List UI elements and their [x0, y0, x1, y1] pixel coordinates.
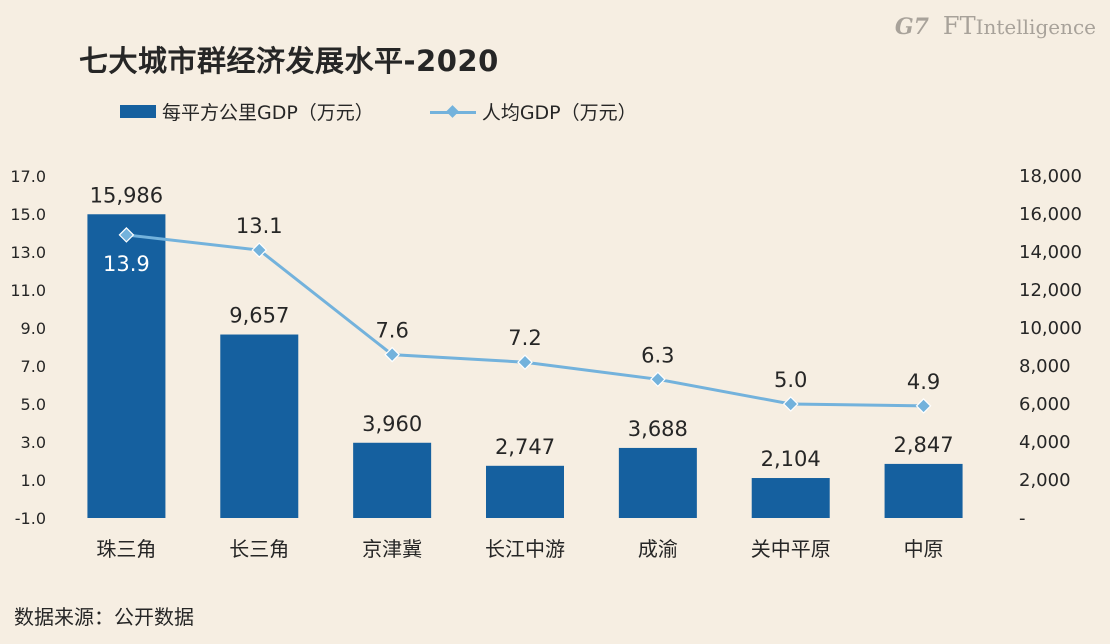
bar-2: [220, 334, 299, 518]
bar-data-label: 9,657: [229, 304, 289, 328]
bar-data-label: 15,986: [90, 183, 163, 207]
line-point-5: [650, 371, 666, 388]
x-tick-label: 关中平原: [751, 537, 831, 561]
y-left-tick-label: 13.0: [10, 243, 46, 262]
bar-data-label: 3,688: [628, 417, 688, 441]
y-right-tick-label: 16,000: [1019, 204, 1082, 225]
y-left-tick-label: -1.0: [15, 509, 46, 528]
x-tick-label: 中原: [904, 537, 944, 561]
bar-7: [884, 463, 963, 518]
line-point-4: [517, 354, 533, 371]
y-right-tick-label: -: [1019, 508, 1026, 529]
legend-item-bar: 每平方公里GDP（万元）: [120, 98, 374, 125]
line-data-label: 13.1: [236, 214, 283, 238]
y-right-tick-label: 14,000: [1019, 242, 1082, 263]
chart-legend: 每平方公里GDP（万元） 人均GDP（万元）: [120, 98, 693, 125]
bar-5: [618, 447, 697, 518]
y-left-tick-label: 7.0: [21, 357, 46, 376]
line-point-1: [118, 227, 135, 243]
chart-title: 七大城市群经济发展水平-2020: [79, 44, 499, 78]
logo: G7 FTIntelligence: [895, 12, 1096, 40]
y-right-tick-label: 8,000: [1019, 356, 1071, 377]
y-right-tick-label: 18,000: [1019, 166, 1082, 187]
line-point-6: [782, 396, 799, 412]
y-left-tick-label: 17.0: [10, 167, 46, 186]
line-data-label: 5.0: [774, 368, 807, 392]
y-left-tick-label: 3.0: [21, 433, 46, 452]
legend-bar-swatch: [120, 105, 156, 118]
x-tick-label: 成渝: [638, 537, 678, 561]
line-data-label: 7.6: [375, 319, 408, 343]
line-data-label: 6.3: [641, 343, 674, 367]
line-point-3: [384, 346, 400, 363]
x-tick-label: 长三角: [229, 537, 289, 561]
bar-data-label: 2,847: [894, 433, 954, 457]
bar-data-label: 2,747: [495, 435, 555, 459]
line-data-label: 7.2: [508, 326, 541, 350]
x-tick-label: 珠三角: [96, 537, 156, 561]
bar-data-label: 2,104: [761, 447, 821, 471]
line-data-label: 13.9: [103, 252, 150, 276]
bar-6: [751, 478, 830, 518]
x-tick-label: 京津冀: [362, 537, 422, 561]
logo-intelligence: Intelligence: [975, 15, 1096, 39]
legend-item-line: 人均GDP（万元）: [429, 98, 637, 125]
x-tick-label: 长江中游: [485, 537, 565, 561]
bar-1: [87, 214, 166, 519]
y-right-tick-label: 6,000: [1019, 394, 1071, 415]
bar-4: [486, 465, 564, 518]
line-point-2: [251, 242, 268, 258]
y-left-tick-label: 11.0: [10, 281, 46, 300]
y-left-tick-label: 15.0: [10, 205, 46, 224]
bar-3: [353, 442, 432, 518]
line-point-7: [915, 398, 932, 414]
legend-bar-label: 每平方公里GDP（万元）: [162, 102, 374, 124]
y-right-tick-label: 2,000: [1019, 470, 1071, 491]
bar-data-label: 3,960: [362, 412, 422, 436]
ft-intelligence-logo: FTIntelligence: [943, 12, 1096, 40]
y-left-tick-label: 1.0: [21, 471, 46, 490]
legend-line-label: 人均GDP（万元）: [481, 102, 637, 124]
logo-ft: FT: [942, 12, 976, 40]
line-data-label: 4.9: [907, 370, 940, 394]
y-left-tick-label: 9.0: [21, 319, 46, 338]
g7-logo: G7: [894, 14, 929, 40]
y-right-tick-label: 10,000: [1019, 318, 1082, 339]
source-note: 数据来源：公开数据: [14, 605, 194, 629]
legend-line-swatch: [429, 105, 476, 118]
y-right-tick-label: 12,000: [1019, 280, 1082, 301]
y-right-tick-label: 4,000: [1019, 432, 1071, 453]
y-left-tick-label: 5.0: [21, 395, 46, 414]
